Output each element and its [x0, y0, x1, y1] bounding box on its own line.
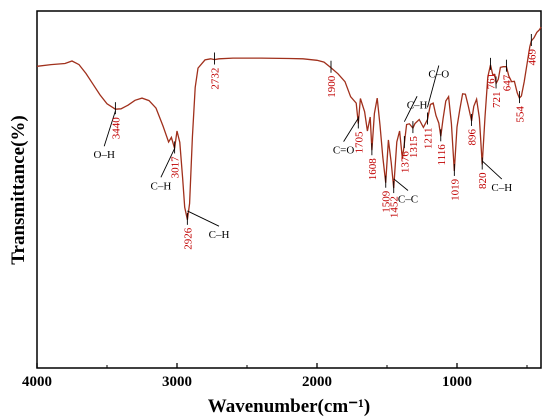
peak-label: 1211: [423, 128, 435, 150]
x-axis-title: Wavenumber(cm⁻¹): [208, 396, 370, 417]
group-labels: O–H C–H C–H C=O C–H C–O C–C C–H: [94, 69, 513, 242]
functional-group-label: C–C: [398, 193, 418, 205]
x-axis-ticks: [36, 363, 528, 368]
y-axis-title: Transmittance(%): [8, 115, 29, 265]
peak-label: 761: [486, 73, 498, 90]
x-tick-label: 2000: [302, 374, 332, 390]
functional-group-label: C–O: [428, 69, 449, 81]
peak-label: 1608: [367, 158, 379, 181]
peak-label: 554: [514, 106, 526, 123]
peak-label: 1452: [389, 196, 401, 218]
group-leader-line: [393, 178, 409, 191]
x-tick-label: 3000: [162, 374, 192, 390]
functional-group-label: C–H: [491, 182, 512, 194]
functional-group-label: O–H: [94, 149, 115, 161]
plot-frame: [36, 10, 542, 369]
peak-label: 469: [526, 49, 538, 66]
peak-label: 647: [501, 74, 513, 91]
group-leader-line: [481, 160, 503, 180]
peak-label: 1376: [399, 151, 411, 174]
group-leader-line: [403, 96, 418, 122]
functional-group-label: C–H: [151, 180, 172, 192]
peak-label: 1019: [449, 178, 461, 201]
peak-label: 1116: [436, 144, 448, 166]
peak-label: 2732: [210, 68, 222, 90]
peak-label: 2926: [182, 227, 194, 250]
group-leader-line: [160, 148, 176, 178]
peak-label: 1315: [408, 136, 420, 159]
peak-label: 1900: [326, 75, 338, 98]
spectrum-line: [36, 26, 542, 220]
x-tick-label: 4000: [22, 374, 52, 390]
peak-label: 820: [477, 172, 489, 189]
peak-label: 721: [491, 92, 503, 109]
group-leader-line: [103, 110, 116, 147]
x-tick-label: 1000: [442, 374, 472, 390]
peak-label: 896: [467, 129, 479, 146]
peak-label: 1705: [353, 131, 365, 154]
peak-label: 3017: [170, 156, 182, 179]
group-leader-line: [427, 65, 440, 108]
functional-group-label: C–H: [209, 229, 230, 241]
group-leader-line: [343, 117, 359, 142]
annotation-leader-lines: [103, 33, 532, 227]
peak-label: 1509: [381, 190, 393, 213]
peak-label: 3440: [110, 117, 122, 140]
group-leader-line: [187, 210, 220, 227]
x-axis-tick-labels: 4000 3000 2000 1000: [22, 374, 472, 390]
functional-group-label: C=O: [333, 145, 355, 157]
functional-group-label: C–H: [407, 99, 428, 111]
